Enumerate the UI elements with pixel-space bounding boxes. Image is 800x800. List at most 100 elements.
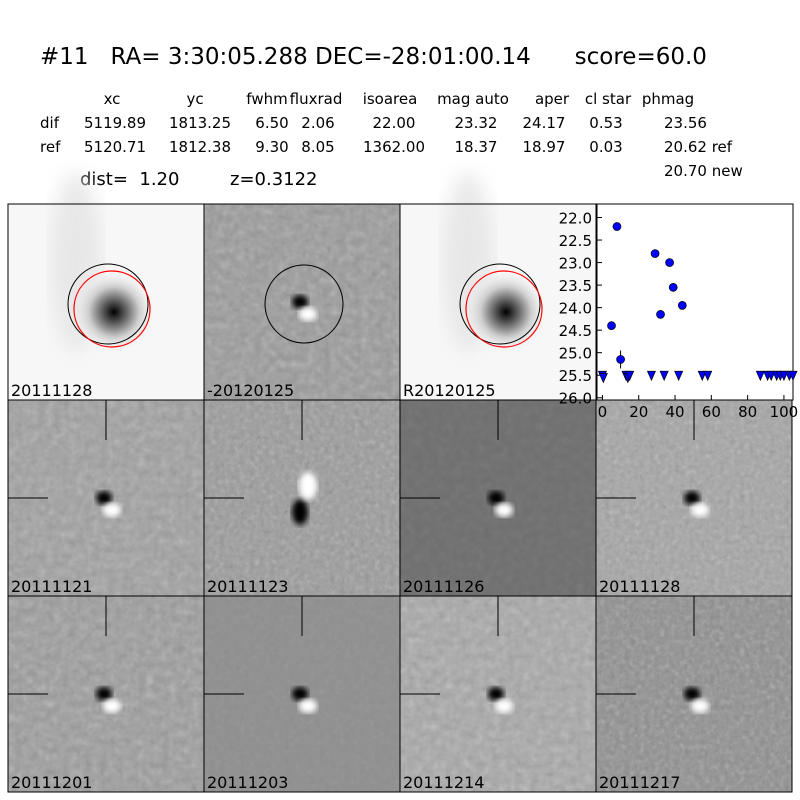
data-point (616, 355, 625, 364)
panel-label: 20111128 (11, 381, 92, 400)
image-panel: 20111214 (399, 595, 597, 793)
image-panel: 20111217 (595, 595, 793, 793)
upper-limit (766, 370, 776, 382)
aperture-red (73, 270, 151, 348)
panel-label: 20111123 (207, 577, 288, 596)
panel-label: R20120125 (403, 381, 496, 400)
header-title: #11 RA= 3:30:05.288 DEC=-28:01:00.14 sco… (40, 44, 707, 70)
column-header: aper (535, 90, 570, 108)
table-cell: 1812.38 (169, 138, 231, 156)
table-cell: 5119.89 (84, 114, 146, 132)
dipole-dark (488, 491, 504, 505)
dipole-light (299, 472, 317, 500)
table-cell: 24.17 (523, 114, 566, 132)
image-panel: -20120125 (203, 203, 401, 401)
data-point (612, 222, 622, 231)
dipole-light (103, 503, 121, 517)
panel-label: 20111203 (207, 773, 288, 792)
column-header: yc (186, 90, 203, 108)
aperture-red (465, 270, 543, 348)
table-cell: 2.06 (301, 114, 334, 132)
table-cell: 1362.00 (363, 138, 425, 156)
table-cell: 0.53 (589, 114, 622, 132)
upper-limit (697, 370, 707, 382)
panel-label: 20111217 (599, 773, 680, 792)
table-cell: 6.50 (255, 114, 288, 132)
panels: 20111128 -20120125 R20120125 20111121 201111… (7, 172, 793, 793)
table-cell: 22.00 (373, 114, 416, 132)
row-label: dif (40, 114, 60, 132)
table-cell: 18.37 (455, 138, 498, 156)
x-tick-label: 0 (598, 403, 608, 421)
upper-limit (625, 370, 635, 382)
dipole-light (299, 699, 317, 713)
x-tick-label: 60 (702, 403, 721, 421)
dipole-dark (684, 491, 700, 505)
column-header: fwhm (246, 90, 287, 108)
table-cell: 8.05 (301, 138, 334, 156)
table-cell: 18.97 (523, 138, 566, 156)
table-cell: 0.03 (589, 138, 622, 156)
aperture-black (459, 263, 541, 345)
table-cell: 23.32 (455, 114, 498, 132)
column-header: isoarea (363, 90, 418, 108)
y-tick-label: 22.5 (559, 232, 592, 250)
dipole-dark (96, 491, 112, 505)
table-cell: 1813.25 (169, 114, 231, 132)
x-tick-label: 80 (738, 403, 757, 421)
upper-limit (646, 370, 656, 382)
panel-label: -20120125 (207, 381, 294, 400)
table-cell: 23.56 (664, 114, 707, 132)
upper-limit (788, 370, 798, 382)
table: xc yc fwhm fluxrad isoarea mag auto aper cl sta… (40, 90, 743, 180)
dipole-light (691, 699, 709, 713)
x-tick-label: 40 (665, 403, 684, 421)
y-tick-label: 23.0 (559, 255, 592, 273)
dipole-dark (96, 687, 112, 701)
dipole-light (299, 307, 317, 321)
panel-label: 20111121 (11, 577, 92, 596)
dipole-dark (292, 499, 308, 525)
y-tick-label: 26.0 (559, 390, 592, 408)
image-panel: 20111128 (7, 172, 205, 401)
y-tick-label: 24.0 (559, 300, 592, 318)
upper-limit (674, 370, 684, 382)
panel-label: 20111201 (11, 773, 92, 792)
row-label: ref (40, 138, 61, 156)
y-tick-label: 25.0 (559, 345, 592, 363)
table-extra: 20.70 new (664, 162, 743, 180)
x-tick-label: 100 (770, 403, 799, 421)
y-tick-label: 24.5 (559, 322, 592, 340)
aperture-black (67, 263, 149, 345)
table-cell: 20.62 ref (664, 138, 733, 156)
column-header: fluxrad (290, 90, 343, 108)
table-cell: 9.30 (255, 138, 288, 156)
y-tick-label: 23.5 (559, 277, 592, 295)
image-panel: 20111201 (7, 595, 205, 793)
panel-label: 20111214 (403, 773, 484, 792)
image-panel: 20111203 (203, 595, 401, 793)
dipole-dark (488, 687, 504, 701)
image-panel: 20111128 (595, 399, 793, 597)
plot-area (596, 203, 794, 401)
table-cell: 5120.71 (84, 138, 146, 156)
data-point (607, 321, 616, 331)
upper-limit (598, 373, 608, 384)
dipole-light (495, 699, 513, 713)
image-panel: 20111121 (7, 399, 205, 597)
panel-label: 20111128 (599, 577, 680, 596)
panel-border (595, 595, 793, 793)
dipole-dark (292, 687, 308, 701)
dipole-light (691, 503, 709, 517)
image-panel: 20111123 (203, 399, 401, 597)
column-header: cl star (585, 90, 632, 108)
panel-label: 20111126 (403, 577, 484, 596)
data-point (656, 310, 665, 319)
y-tick-label: 25.5 (559, 367, 592, 385)
column-header: phmag (642, 90, 694, 108)
data-point (665, 258, 674, 267)
redshift: z=0.3122 (230, 169, 318, 190)
upper-limit (659, 370, 669, 382)
